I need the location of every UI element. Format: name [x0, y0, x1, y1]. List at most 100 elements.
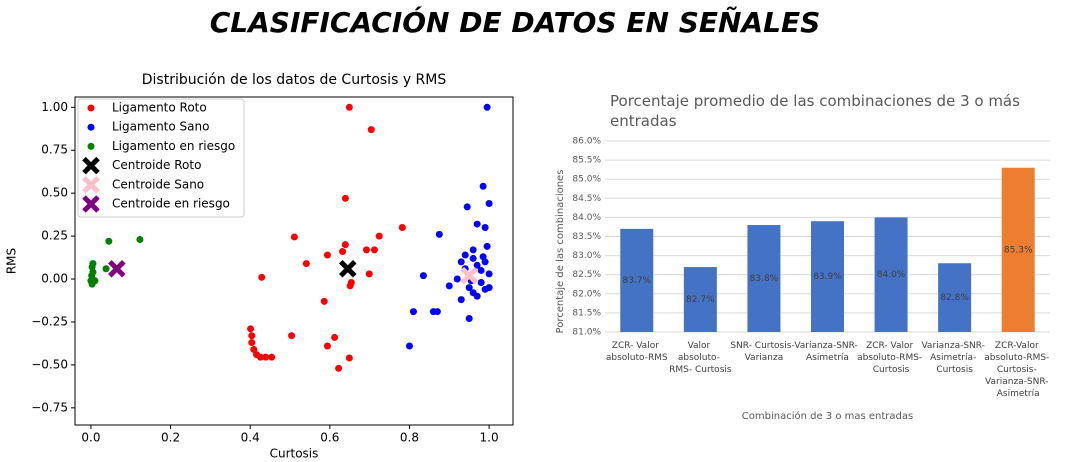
point: [346, 282, 354, 290]
y-tick-label: 83.5%: [572, 232, 601, 242]
y-tick-label: 82.5%: [572, 270, 601, 280]
y-tick-label: 84.5%: [572, 194, 601, 204]
legend-marker: [82, 195, 100, 213]
x-tick-label: ZCR- Valor absoluto-RMS- Curtosis: [857, 341, 925, 375]
point: [405, 342, 413, 350]
value-label: 83.7%: [622, 276, 651, 286]
point: [89, 268, 97, 276]
point: [341, 241, 349, 249]
point: [485, 199, 493, 207]
point: [465, 315, 473, 323]
legend-marker: [87, 123, 95, 131]
value-label: 83.8%: [750, 274, 779, 284]
y-tick-label: 81.0%: [572, 328, 601, 338]
point: [419, 272, 427, 280]
y-tick-label: −0.75: [31, 400, 68, 414]
centroid: [460, 266, 478, 285]
point: [473, 261, 481, 269]
point: [323, 251, 331, 259]
value-label: 85.3%: [1004, 245, 1033, 255]
point: [485, 270, 493, 278]
point: [481, 224, 489, 232]
x-tick-label: 0.6: [320, 431, 339, 445]
point: [445, 282, 453, 290]
point: [473, 220, 481, 228]
value-label: 82.8%: [940, 293, 969, 303]
x-tick-label: Varianza-SNR- Asimetría: [794, 341, 860, 363]
point: [331, 333, 339, 341]
y-tick-label: 84.0%: [572, 213, 601, 223]
point: [435, 230, 443, 238]
x-tick-label: Varianza-SNR- Asimetría- Curtosis: [921, 341, 987, 375]
chart-title: Distribución de los datos de Curtosis y …: [142, 72, 447, 88]
point: [483, 103, 491, 111]
legend-box: [77, 98, 245, 218]
point: [469, 254, 477, 262]
value-label: 84.0%: [877, 270, 906, 280]
point: [250, 345, 258, 353]
y-axis-label: RMS: [5, 248, 19, 274]
y-tick-label: 81.5%: [572, 308, 601, 318]
point: [247, 325, 255, 333]
y-axis-label: Porcentaje de las combinaciones: [555, 170, 566, 334]
y-tick-label: 85.5%: [572, 156, 601, 166]
bar: [1001, 167, 1035, 332]
point: [461, 251, 469, 259]
point: [290, 233, 298, 241]
point: [433, 308, 441, 316]
value-label: 82.7%: [686, 295, 715, 305]
point: [105, 237, 113, 245]
legend-label: Ligamento Sano: [112, 120, 209, 134]
legend-label: Ligamento en riesgo: [112, 139, 235, 153]
x-tick-label: ZCR- Valor absoluto-RMS: [606, 341, 668, 363]
page-title: CLASIFICACIÓN DE DATOS EN SEÑALES: [210, 5, 821, 39]
y-tick-label: 0.50: [41, 186, 68, 200]
x-tick-label: 0.4: [241, 431, 260, 445]
point: [479, 253, 487, 261]
legend-marker: [82, 156, 100, 175]
point: [136, 236, 144, 244]
legend-marker: [87, 104, 95, 112]
point: [365, 270, 373, 278]
legend-label: Centroide Roto: [112, 158, 201, 172]
y-tick-label: −0.25: [31, 314, 68, 328]
x-tick-label: 1.0: [480, 431, 499, 445]
bar: [811, 221, 844, 332]
point: [320, 297, 328, 305]
centroid: [338, 259, 357, 278]
centroid: [108, 259, 126, 278]
legend-label: Centroide Sano: [112, 177, 204, 191]
y-tick-label: 1.00: [41, 100, 68, 114]
point: [323, 342, 331, 350]
point: [345, 354, 353, 362]
y-tick-label: 82.0%: [572, 289, 601, 299]
point: [483, 242, 491, 250]
x-tick-label: 0.0: [81, 431, 100, 445]
point: [102, 265, 110, 273]
y-tick-label: 0.00: [41, 272, 68, 286]
chart-title: Porcentaje promedio de las combinaciones…: [610, 92, 1025, 130]
point: [367, 126, 375, 134]
bar: [620, 228, 654, 332]
y-tick-label: 83.0%: [572, 251, 601, 261]
x-tick-label: ZCR-Valor absoluto-RMS- Curtosis- Varian…: [984, 341, 1052, 399]
point: [248, 339, 256, 347]
point: [362, 246, 370, 254]
legend-marker: [82, 176, 100, 194]
legend-label: Ligamento Roto: [112, 101, 207, 115]
y-tick-label: 85.0%: [572, 175, 601, 185]
x-tick-label: SNR- Curtosis- Varianza: [730, 341, 797, 363]
point: [248, 332, 256, 340]
point: [473, 292, 481, 300]
point: [89, 260, 97, 268]
bar: [938, 263, 972, 332]
point: [345, 103, 353, 111]
point: [302, 260, 310, 268]
x-tick-label: 0.2: [161, 431, 180, 445]
x-axis-label: Curtosis: [270, 447, 319, 461]
point: [262, 353, 270, 361]
value-label: 83.9%: [813, 272, 842, 282]
x-axis-label: Combinación de 3 o mas entradas: [742, 410, 913, 422]
y-tick-label: 86.0%: [572, 137, 601, 147]
